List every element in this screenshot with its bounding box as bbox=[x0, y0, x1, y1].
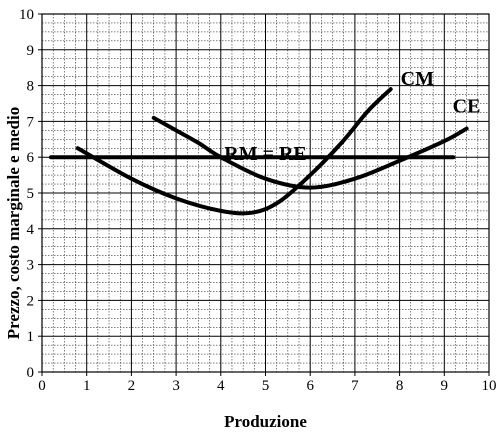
x-tick-label: 9 bbox=[441, 378, 449, 394]
x-tick-label: 2 bbox=[128, 378, 136, 394]
x-tick-label: 4 bbox=[217, 378, 225, 394]
x-axis-ticks: 0 1 2 3 4 5 6 7 8 9 10 bbox=[38, 372, 497, 394]
y-axis-ticks: 0 1 2 3 4 5 6 7 8 9 10 bbox=[19, 7, 42, 381]
chart-curves bbox=[48, 87, 469, 216]
y-tick-label: 0 bbox=[27, 365, 35, 381]
x-tick-label: 0 bbox=[38, 378, 46, 394]
x-tick-label: 1 bbox=[83, 378, 91, 394]
series-line-cm bbox=[75, 87, 393, 216]
curve-labels: CM CE RM = RE bbox=[224, 68, 480, 165]
series-line-ce bbox=[151, 115, 469, 190]
x-tick-label: 5 bbox=[262, 378, 270, 394]
y-tick-label: 10 bbox=[19, 7, 34, 23]
x-tick-label: 8 bbox=[396, 378, 404, 394]
x-tick-label: 6 bbox=[306, 378, 314, 394]
x-axis-title: Produzione bbox=[224, 412, 307, 431]
series-label-ce: CE bbox=[453, 96, 481, 118]
chart-grid bbox=[41, 13, 490, 373]
y-tick-label: 1 bbox=[27, 329, 35, 345]
y-tick-label: 7 bbox=[27, 114, 35, 130]
y-tick-label: 6 bbox=[27, 150, 35, 166]
series-label-cm: CM bbox=[401, 68, 434, 90]
y-tick-label: 8 bbox=[27, 79, 35, 95]
y-tick-label: 9 bbox=[27, 43, 35, 59]
x-tick-label: 7 bbox=[351, 378, 359, 394]
y-tick-label: 3 bbox=[27, 258, 35, 274]
x-tick-label: 3 bbox=[172, 378, 180, 394]
y-tick-label: 4 bbox=[27, 222, 35, 238]
series-label-rm-re: RM = RE bbox=[224, 143, 307, 165]
y-axis-title: Prezzo, costo marginale e medio bbox=[4, 107, 23, 339]
y-tick-label: 2 bbox=[27, 293, 35, 309]
x-tick-label: 10 bbox=[482, 378, 497, 394]
y-tick-label: 5 bbox=[27, 186, 35, 202]
